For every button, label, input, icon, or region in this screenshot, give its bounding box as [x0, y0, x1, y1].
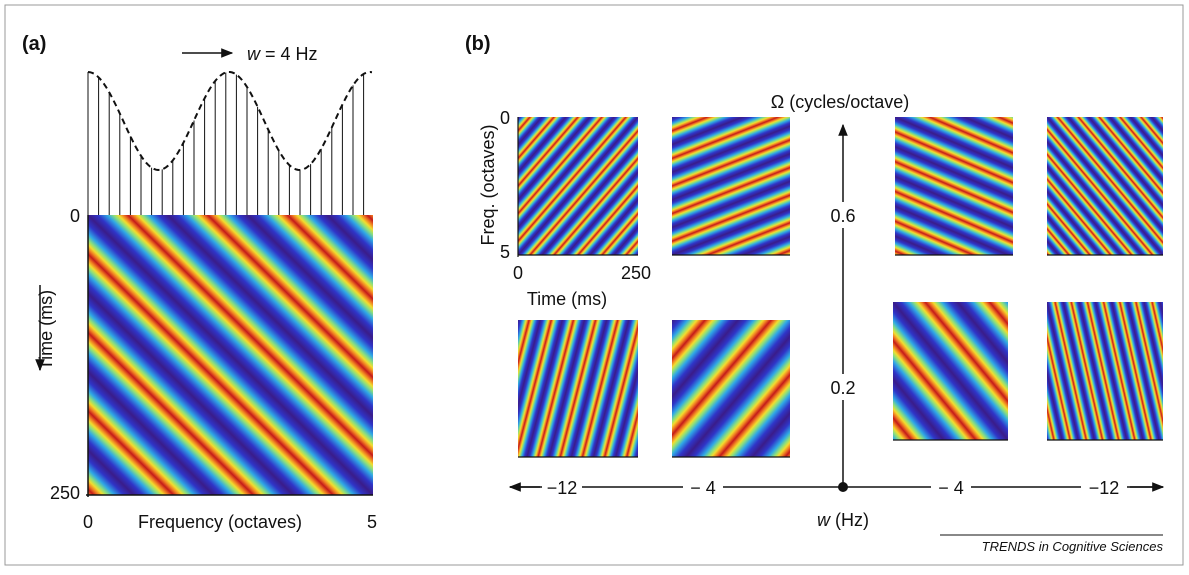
- ripple-tile: [518, 320, 638, 457]
- ripple-tile: [672, 117, 790, 255]
- stem-plot: [87, 70, 373, 215]
- ripple-spectrum: [88, 215, 373, 495]
- tick-label: − 4: [938, 478, 964, 498]
- tick-label: 0: [513, 263, 523, 283]
- variable: w: [247, 44, 261, 64]
- axis-title: Frequency (octaves): [138, 512, 302, 532]
- tick-label: − 4: [690, 478, 716, 498]
- envelope: [87, 70, 373, 172]
- ripple-tile: [1047, 117, 1163, 255]
- tick-label: 5: [500, 242, 510, 262]
- tick-label: 0: [500, 108, 510, 128]
- ripple-tile: [893, 302, 1008, 440]
- label-bg: [931, 476, 971, 498]
- label-text: (Hz): [830, 510, 869, 530]
- axis-title: w (Hz): [817, 510, 869, 530]
- tick-label: −12: [1089, 478, 1120, 498]
- tick-label: 250: [50, 483, 80, 503]
- axis-title: Freq. (octaves): [478, 124, 498, 245]
- ripple-tile: [518, 117, 638, 255]
- label-bg: [825, 202, 861, 228]
- axis-title: Time (ms): [527, 289, 607, 309]
- origin: [838, 482, 848, 492]
- label-bg: [825, 374, 861, 400]
- arrow-label: w = 4 Hz: [247, 44, 318, 64]
- label-bg: [1081, 476, 1127, 498]
- panel-label: (a): [22, 33, 46, 55]
- tick-label: 250: [621, 263, 651, 283]
- ripple-tile: [1047, 302, 1163, 440]
- ripple-tile: [895, 117, 1013, 255]
- label-bg: [542, 476, 582, 498]
- tick-label: −12: [547, 478, 578, 498]
- tick-label: 0.2: [830, 378, 855, 398]
- footer: TRENDS in Cognitive Sciences: [982, 539, 1164, 554]
- ripple-tiles: [517, 117, 1163, 458]
- tick-label: 0.6: [830, 206, 855, 226]
- variable: w: [817, 510, 831, 530]
- label-bg: [683, 476, 723, 498]
- label-text: = 4 Hz: [260, 44, 318, 64]
- tick-label: 0: [70, 206, 80, 226]
- panel-label: (b): [465, 33, 491, 55]
- ripple-tile: [672, 320, 790, 457]
- axis-title: Time (ms): [36, 290, 56, 370]
- axis-title: Ω (cycles/octave): [771, 92, 910, 112]
- tick-label: 5: [367, 512, 377, 532]
- tick-label: 0: [83, 512, 93, 532]
